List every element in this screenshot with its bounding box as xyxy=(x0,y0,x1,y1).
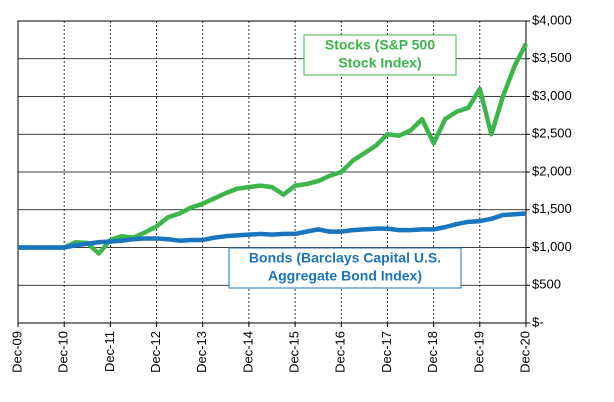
x-tick-label: Dec-12 xyxy=(148,331,163,373)
x-tick-label: Dec-19 xyxy=(471,331,486,373)
y-tick-label: $3,000 xyxy=(532,88,572,103)
x-tick-label: Dec-15 xyxy=(287,331,302,373)
x-tick-label: Dec-17 xyxy=(379,331,394,373)
x-tick-label: Dec-10 xyxy=(56,331,71,373)
series-line xyxy=(18,42,529,256)
x-tick-label: Dec-20 xyxy=(517,331,532,373)
annotation-box xyxy=(228,247,462,289)
x-tick-label: Dec-16 xyxy=(333,331,348,373)
y-tick-label: $4,000 xyxy=(532,12,572,27)
x-tick-label: Dec-18 xyxy=(425,331,440,373)
x-tick-label: Dec-09 xyxy=(9,331,24,373)
series-line xyxy=(18,211,527,250)
y-tick-label: $- xyxy=(532,314,544,329)
annotation-text: Bonds (Barclays Capital U.S. xyxy=(249,250,441,266)
x-tick-label: Dec-13 xyxy=(194,331,209,373)
annotation-text: Stock Index) xyxy=(338,55,421,71)
annotation-box xyxy=(303,34,457,76)
y-tick-label: $1,500 xyxy=(532,201,572,216)
annotation-text: Stocks (S&P 500 xyxy=(325,37,435,53)
y-tick-label: $2,000 xyxy=(532,163,572,178)
y-tick-label: $1,000 xyxy=(532,239,572,254)
annotation-text: Aggregate Bond Index) xyxy=(268,268,422,284)
plot-frame xyxy=(17,20,527,324)
y-tick-label: $3,500 xyxy=(532,50,572,65)
y-tick-label: $500 xyxy=(532,277,561,292)
x-tick-label: Dec-11 xyxy=(102,331,117,372)
y-tick-label: $2,500 xyxy=(532,126,572,141)
x-tick-label: Dec-14 xyxy=(240,331,255,373)
